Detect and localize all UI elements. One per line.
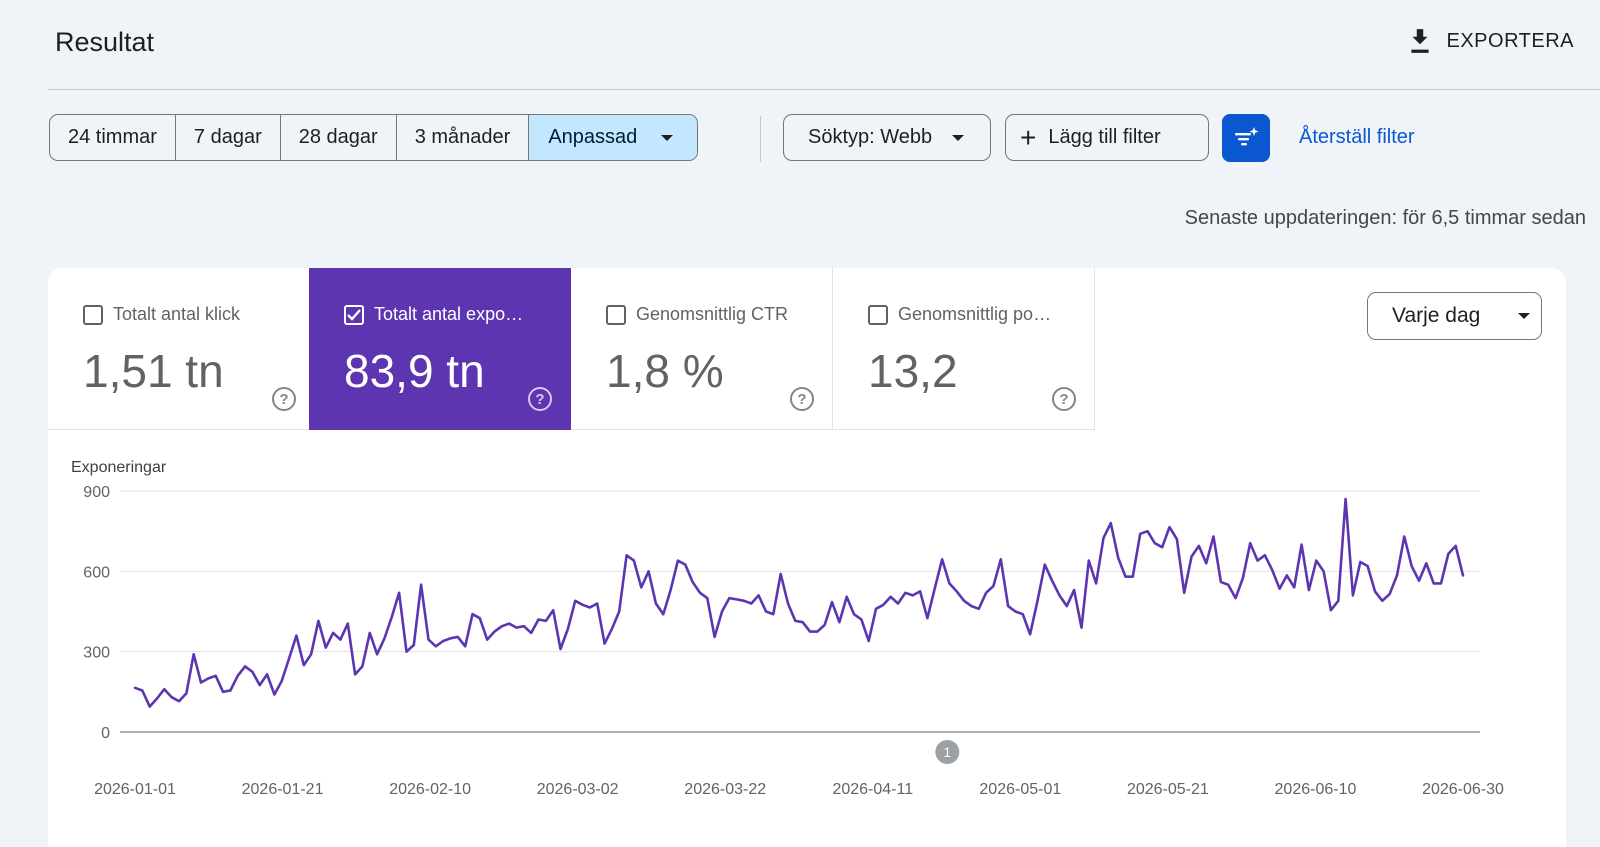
date-range-label: 24 timmar bbox=[68, 126, 157, 148]
help-icon[interactable]: ? bbox=[528, 387, 552, 411]
help-icon[interactable]: ? bbox=[1052, 387, 1076, 411]
metric-label: Genomsnittlig CTR bbox=[636, 304, 789, 324]
date-range-label: 28 dagar bbox=[298, 126, 378, 148]
help-icon[interactable]: ? bbox=[272, 387, 296, 411]
last-updated-text: Senaste uppdateringen: för 6,5 timmar se… bbox=[1184, 207, 1586, 229]
search-type-label: Söktyp: Webb bbox=[808, 126, 933, 148]
date-range-24h[interactable]: 24 timmar bbox=[50, 115, 176, 160]
checkbox-unchecked-icon[interactable] bbox=[868, 304, 888, 325]
metric-label: Totalt antal expo… bbox=[374, 304, 524, 324]
filter-sparkle-button[interactable] bbox=[1222, 114, 1270, 162]
metric-value: 1,8 % bbox=[606, 345, 724, 397]
annotation-marker bbox=[935, 740, 960, 764]
x-tick-label: 2026-04-11 bbox=[832, 781, 913, 798]
x-tick-label: 2026-05-01 bbox=[979, 781, 1061, 798]
annotation-label: 1 bbox=[943, 744, 951, 760]
date-range-label: Anpassad bbox=[548, 126, 638, 148]
metric-value: 83,9 tn bbox=[344, 345, 485, 397]
export-label: EXPORTERA bbox=[1446, 29, 1574, 52]
metric-header: Genomsnittlig po… bbox=[868, 304, 1051, 325]
performance-card: Totalt antal klick 1,51 tn ? Totalt anta… bbox=[48, 268, 1566, 847]
y-tick-label: 0 bbox=[101, 725, 110, 742]
metric-label: Genomsnittlig po… bbox=[898, 304, 1052, 324]
metric-value: 1,51 tn bbox=[83, 345, 224, 397]
metric-header: Genomsnittlig CTR bbox=[606, 304, 788, 325]
reset-filter-link[interactable]: Återställ filter bbox=[1299, 126, 1415, 148]
checkbox-unchecked-icon[interactable] bbox=[606, 304, 626, 325]
date-range-7d[interactable]: 7 dagar bbox=[176, 115, 281, 160]
date-range-label: 3 månader bbox=[414, 126, 511, 148]
y-tick-label: 900 bbox=[83, 484, 110, 501]
x-tick-label: 2026-05-21 bbox=[1127, 781, 1209, 798]
dropdown-caret-icon bbox=[952, 134, 965, 141]
x-tick-label: 2026-02-10 bbox=[389, 781, 471, 798]
x-tick-label: 2026-01-01 bbox=[94, 781, 176, 798]
help-icon[interactable]: ? bbox=[790, 387, 814, 411]
interval-label: Varje dag bbox=[1392, 304, 1481, 327]
y-axis-label: Exponeringar bbox=[71, 459, 167, 476]
download-icon bbox=[1410, 29, 1429, 53]
series-line bbox=[133, 497, 1465, 708]
x-tick-label: 2026-03-02 bbox=[537, 781, 619, 798]
header-divider bbox=[48, 89, 1600, 90]
date-range-selector: 24 timmar 7 dagar 28 dagar 3 månader Anp… bbox=[49, 114, 699, 161]
x-tick-label: 2026-06-30 bbox=[1422, 781, 1504, 798]
date-range-28d[interactable]: 28 dagar bbox=[281, 115, 397, 160]
date-range-label: 7 dagar bbox=[193, 126, 262, 148]
x-tick-label: 2026-01-21 bbox=[242, 781, 324, 798]
metric-value: 13,2 bbox=[868, 345, 958, 397]
y-tick-label: 600 bbox=[83, 564, 110, 581]
y-tick-label: 300 bbox=[83, 645, 110, 662]
checkbox-checked-icon[interactable] bbox=[344, 304, 364, 325]
metric-tile-ctr[interactable]: Genomsnittlig CTR 1,8 % ? bbox=[571, 268, 833, 430]
metric-tile-clicks[interactable]: Totalt antal klick 1,51 tn ? bbox=[48, 268, 315, 430]
add-filter-label: Lägg till filter bbox=[1048, 126, 1161, 148]
metric-header: Totalt antal expo… bbox=[344, 304, 523, 325]
x-tick-label: 2026-06-10 bbox=[1275, 781, 1357, 798]
metric-tile-impressions[interactable]: Totalt antal expo… 83,9 tn ? bbox=[309, 268, 571, 430]
date-range-3m[interactable]: 3 månader bbox=[397, 115, 530, 160]
metric-header: Totalt antal klick bbox=[83, 304, 240, 325]
plus-icon: + bbox=[1020, 121, 1037, 153]
filter-sparkle-icon bbox=[1235, 127, 1259, 146]
checkbox-unchecked-icon[interactable] bbox=[83, 304, 103, 325]
search-type-dropdown[interactable]: Söktyp: Webb bbox=[783, 114, 991, 161]
date-range-custom[interactable]: Anpassad bbox=[529, 115, 698, 160]
toolbar-divider bbox=[760, 116, 761, 162]
page-title: Resultat bbox=[55, 27, 155, 57]
metric-label: Totalt antal klick bbox=[113, 304, 241, 324]
dropdown-caret-icon bbox=[1518, 313, 1531, 319]
interval-dropdown[interactable]: Varje dag bbox=[1367, 292, 1542, 340]
export-button[interactable]: EXPORTERA bbox=[1407, 27, 1575, 55]
metric-tile-position[interactable]: Genomsnittlig po… 13,2 ? bbox=[833, 268, 1095, 430]
add-filter-button[interactable]: + Lägg till filter bbox=[1005, 114, 1209, 161]
x-tick-label: 2026-03-22 bbox=[684, 781, 766, 798]
impressions-chart: Exponeringar 0 300 600 900 2026-01-01 2026-01-… bbox=[71, 459, 1504, 798]
dropdown-caret-icon bbox=[661, 134, 674, 141]
